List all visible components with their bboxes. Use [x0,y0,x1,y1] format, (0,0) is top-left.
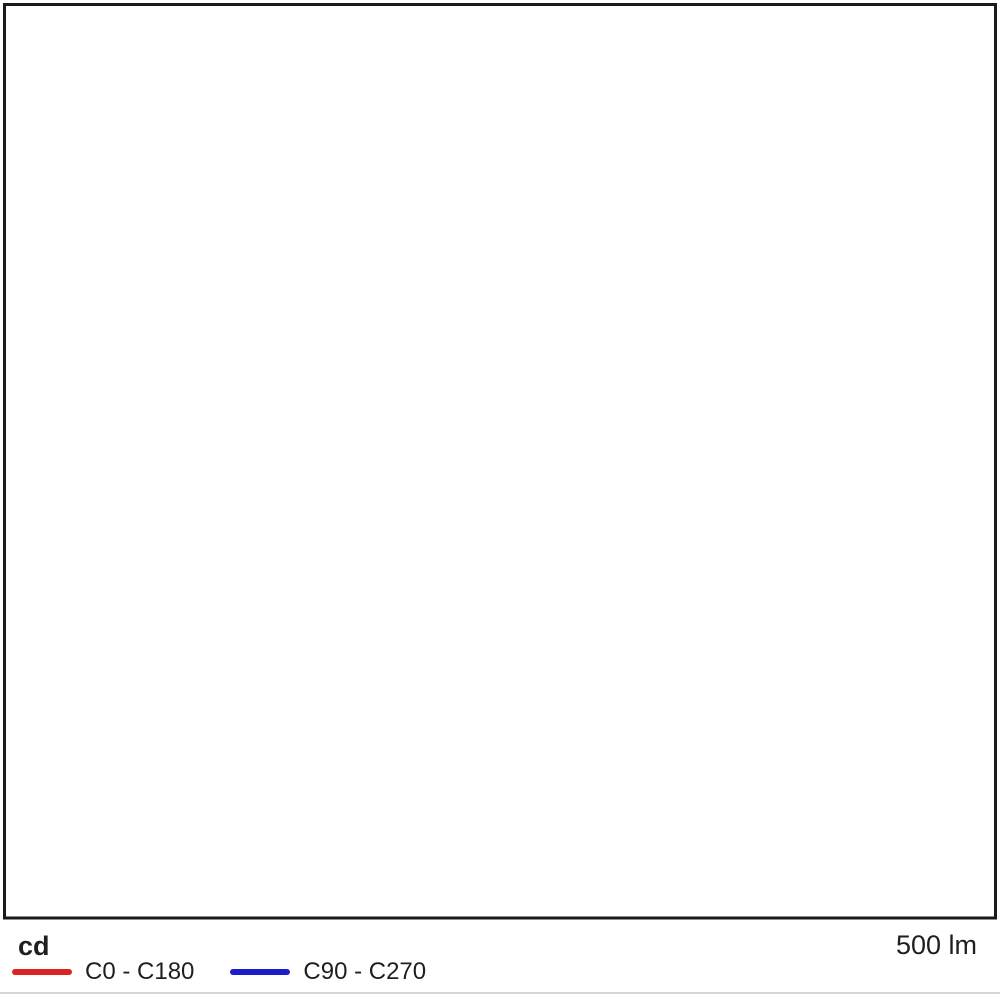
bottom-divider [0,992,1000,994]
legend-item-c90-c270: C90 - C270 [230,958,426,986]
legend-label-c90-c270: C90 - C270 [303,958,427,985]
luminous-flux-label: 500 lm [895,930,977,960]
radial-unit-label: cd [18,931,50,961]
legend-item-c0-c180: C0 - C180 [12,958,194,986]
legend: C0 - C180 C90 - C270 [12,958,462,986]
legend-line-blue [230,969,291,975]
legend-line-red [12,969,72,975]
legend-label-c0-c180: C0 - C180 [85,958,195,985]
